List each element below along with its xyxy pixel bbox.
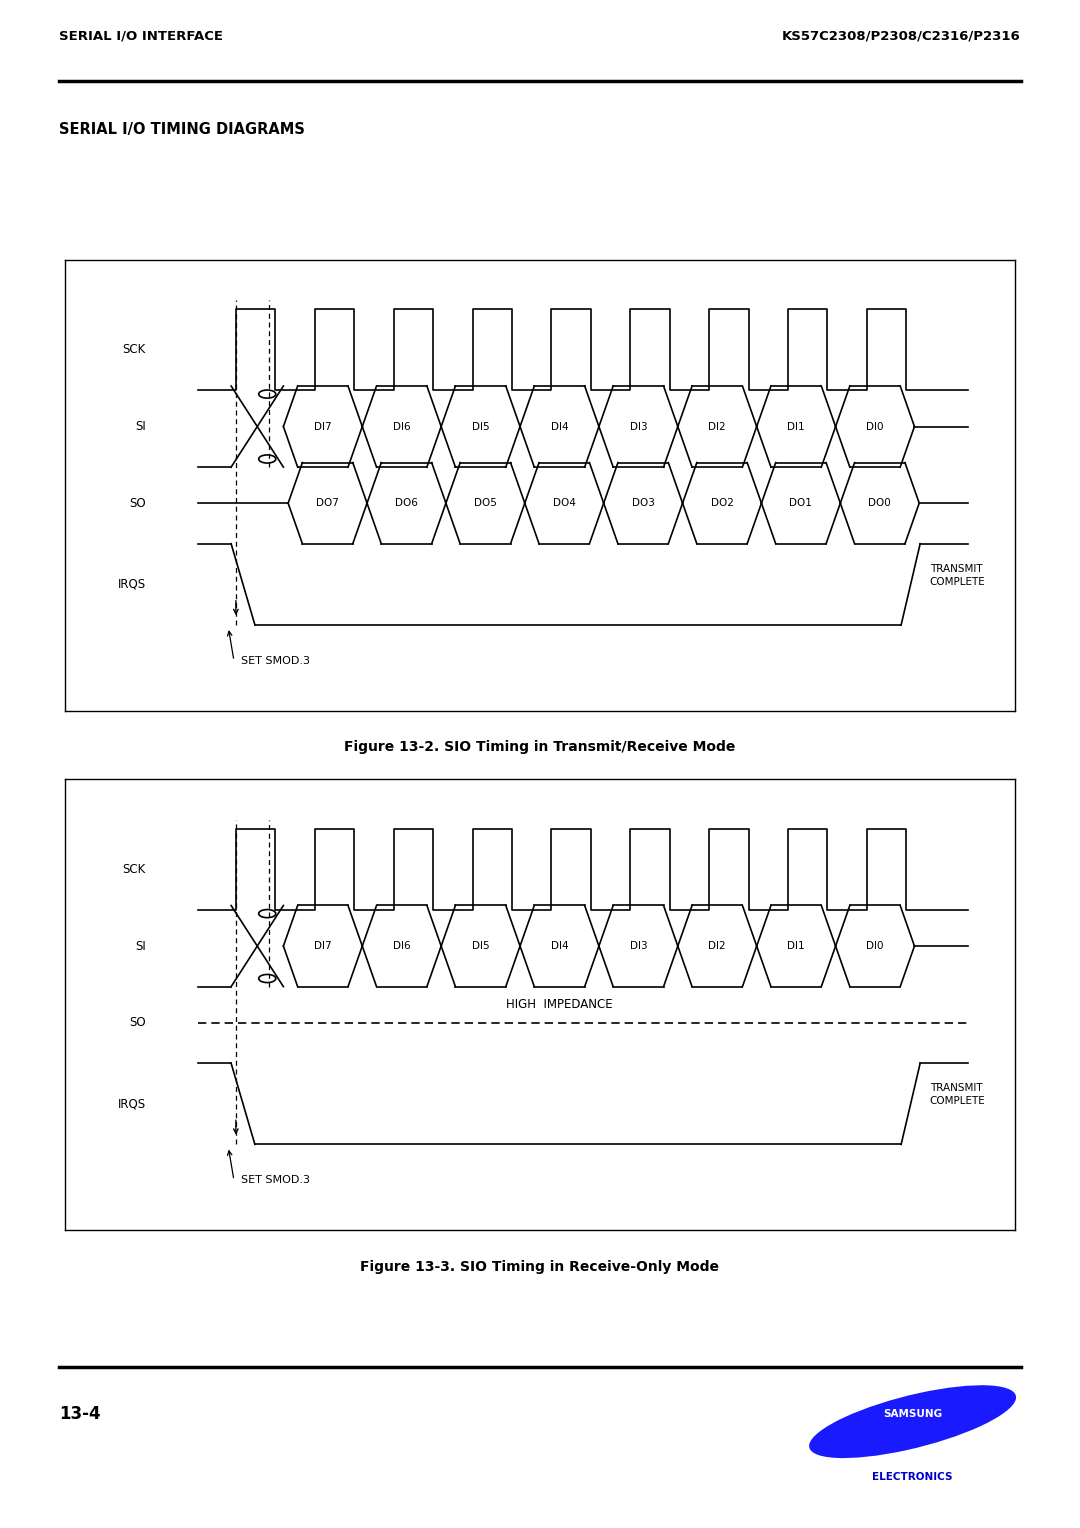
Text: IRQS: IRQS [118,578,146,591]
Text: DO6: DO6 [395,498,418,509]
Text: DI1: DI1 [787,422,805,431]
Text: IRQS: IRQS [118,1097,146,1111]
Text: DI2: DI2 [708,422,726,431]
Text: DI3: DI3 [630,422,647,431]
Text: Figure 13-2. SIO Timing in Transmit/Receive Mode: Figure 13-2. SIO Timing in Transmit/Rece… [345,740,735,755]
Text: DI4: DI4 [551,941,568,950]
Text: SO: SO [129,1016,146,1030]
Text: DO5: DO5 [474,498,497,509]
Text: DI5: DI5 [472,422,489,431]
Text: DO3: DO3 [632,498,654,509]
Text: DO0: DO0 [868,498,891,509]
Text: SO: SO [129,497,146,510]
Text: DO2: DO2 [711,498,733,509]
Text: SI: SI [135,420,146,432]
Text: Figure 13-3. SIO Timing in Receive-Only Mode: Figure 13-3. SIO Timing in Receive-Only … [361,1259,719,1274]
Text: DI3: DI3 [630,941,647,950]
Text: SET SMOD.3: SET SMOD.3 [241,1175,310,1186]
Text: ELECTRONICS: ELECTRONICS [873,1471,953,1482]
Text: SI: SI [135,940,146,952]
Text: SERIAL I/O INTERFACE: SERIAL I/O INTERFACE [59,29,224,43]
Text: SET SMOD.3: SET SMOD.3 [241,656,310,666]
Text: DI7: DI7 [314,422,332,431]
Text: TRANSMIT
COMPLETE: TRANSMIT COMPLETE [930,1083,985,1106]
Text: DO7: DO7 [316,498,339,509]
Text: KS57C2308/P2308/C2316/P2316: KS57C2308/P2308/C2316/P2316 [782,29,1021,43]
Text: DI6: DI6 [393,941,410,950]
Text: DI0: DI0 [866,422,883,431]
Text: DI6: DI6 [393,422,410,431]
Text: DO1: DO1 [789,498,812,509]
Text: DI1: DI1 [787,941,805,950]
Text: DI7: DI7 [314,941,332,950]
Text: DI4: DI4 [551,422,568,431]
Text: DI5: DI5 [472,941,489,950]
Text: SERIAL I/O TIMING DIAGRAMS: SERIAL I/O TIMING DIAGRAMS [59,122,306,138]
Text: SCK: SCK [122,863,146,876]
Text: DI2: DI2 [708,941,726,950]
Text: TRANSMIT
COMPLETE: TRANSMIT COMPLETE [930,564,985,587]
Text: DO4: DO4 [553,498,576,509]
Text: HIGH  IMPEDANCE: HIGH IMPEDANCE [505,998,612,1012]
Text: SCK: SCK [122,344,146,356]
Text: SAMSUNG: SAMSUNG [883,1409,942,1420]
Text: 13-4: 13-4 [59,1406,102,1423]
Ellipse shape [809,1386,1016,1458]
Text: DI0: DI0 [866,941,883,950]
